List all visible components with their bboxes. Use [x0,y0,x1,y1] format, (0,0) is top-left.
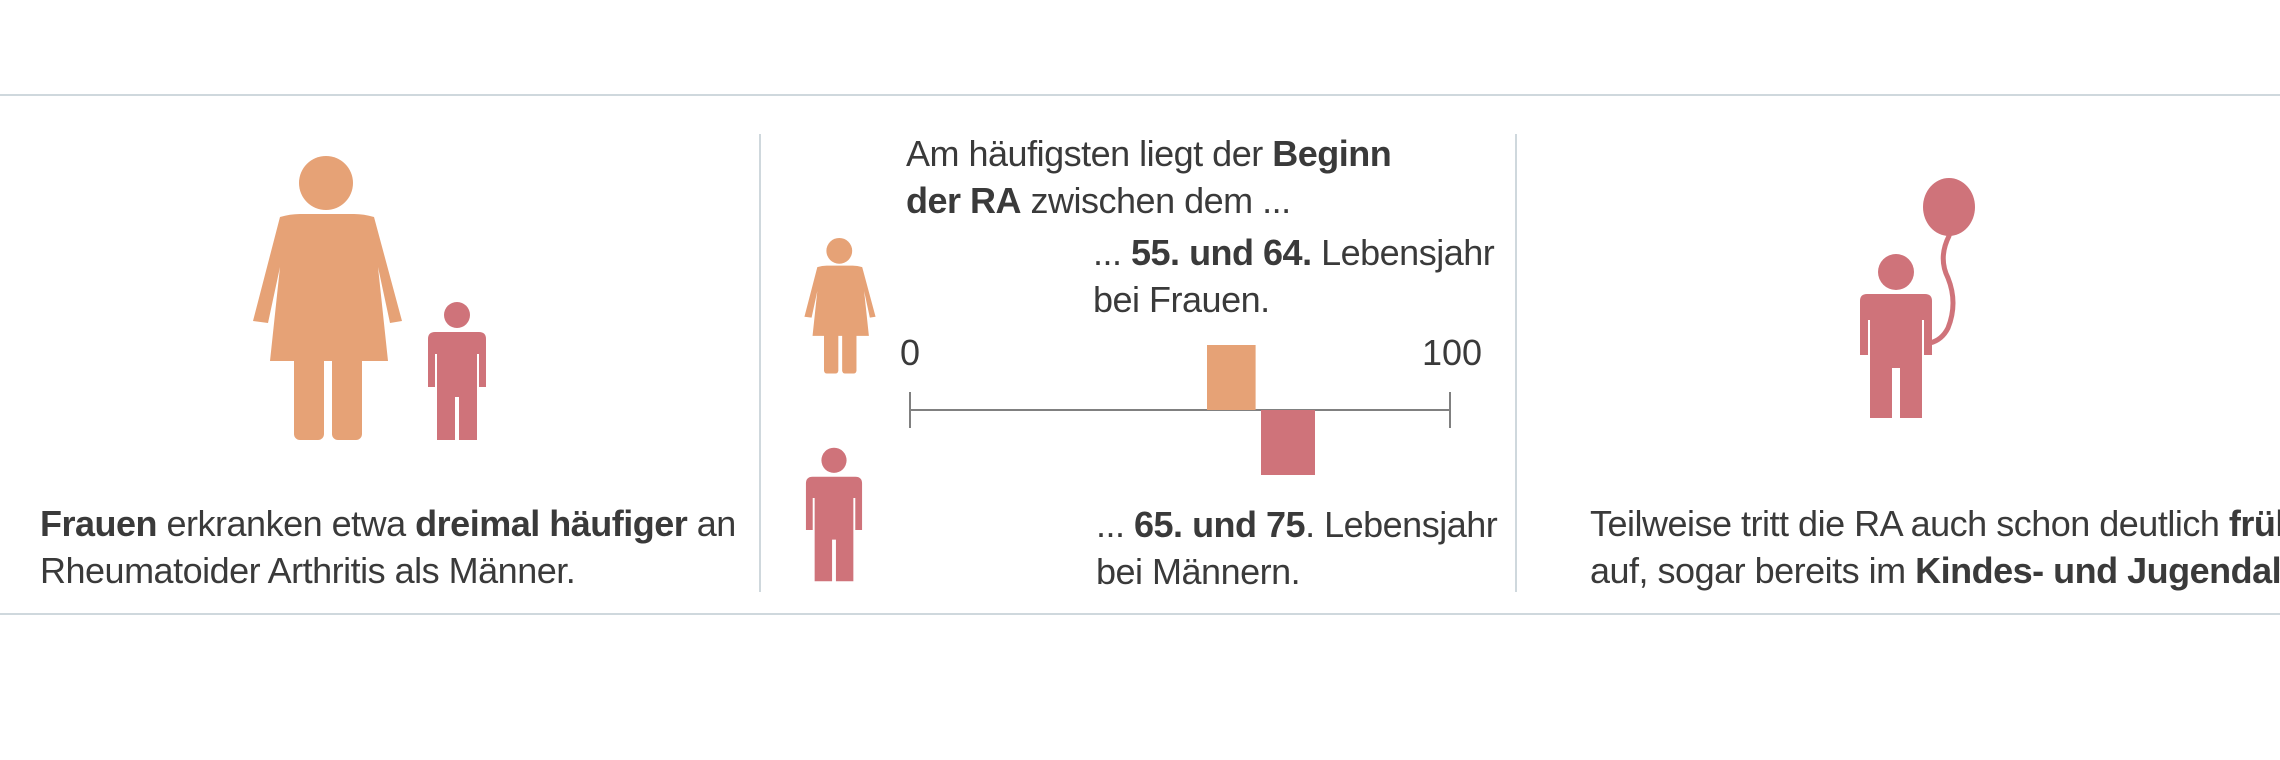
men-age-label-line2: bei Männern. [1096,551,1301,592]
boy-icon [428,302,486,440]
man-small-icon [805,447,863,582]
women-age-label-line1: ... 55. und 64. Lebensjahr [1093,232,1495,273]
axis-min-label: 0 [900,332,921,373]
women-age-label-line2: bei Frauen. [1093,279,1270,320]
panel1-caption-line1: Frauen erkranken etwa dreimal häufiger a… [40,503,736,544]
panel2-heading-line1: Am häufigsten liegt der Beginn [906,133,1392,174]
bottom-divider [0,613,2280,615]
column-divider-right [1515,134,1517,592]
panel3-caption-line2: auf, sogar bereits im Kindes- und Jugend… [1590,550,2280,591]
panel3-caption-line1: Teilweise tritt die RA auch schon deutli… [1590,503,2280,544]
panel1-caption-line2: Rheumatoider Arthritis als Männer. [40,550,576,591]
axis-max-label: 100 [1422,332,1483,373]
top-divider [0,94,2280,96]
panel1-caption: Frauen erkranken etwa dreimal häufiger a… [40,500,736,594]
woman-icon [253,156,402,440]
panel2-heading: Am häufigsten liegt der Beginn der RA zw… [906,130,1392,224]
boy-with-balloon-icon [1860,178,1975,418]
woman-small-icon [804,237,876,374]
column-divider-left [759,134,761,592]
women-age-range-bar [1207,345,1256,410]
men-age-range-bar [1261,410,1315,475]
women-age-label: ... 55. und 64. Lebensjahr bei Frauen. [1093,229,1495,323]
men-age-label: ... 65. und 75. Lebensjahr bei Männern. [1096,501,1498,595]
age-range-axis [909,345,1451,475]
panel2-heading-line2: der RA zwischen dem ... [906,180,1291,221]
panel3-caption: Teilweise tritt die RA auch schon deutli… [1590,500,2280,594]
men-age-label-line1: ... 65. und 75. Lebensjahr [1096,504,1498,545]
